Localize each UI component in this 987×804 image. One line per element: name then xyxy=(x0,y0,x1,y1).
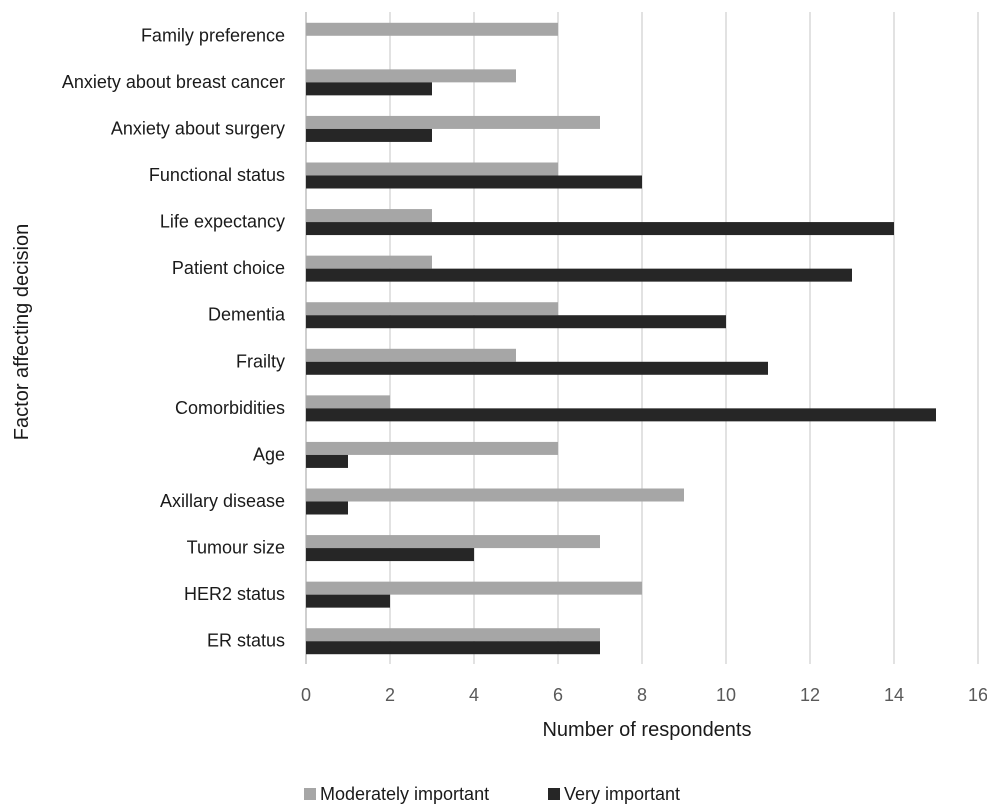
bar-moderately-important xyxy=(306,162,558,176)
category-label: Anxiety about breast cancer xyxy=(62,72,285,92)
bar-moderately-important xyxy=(306,628,600,642)
legend-swatch-moderately-important xyxy=(304,788,316,800)
bar-moderately-important xyxy=(306,255,432,269)
bar-very-important xyxy=(306,175,642,189)
bar-moderately-important xyxy=(306,535,600,549)
bar-very-important xyxy=(306,268,852,282)
x-tick-label: 8 xyxy=(637,685,647,705)
category-label: Axillary disease xyxy=(160,491,285,511)
bar-moderately-important xyxy=(306,115,600,129)
x-axis-title: Number of respondents xyxy=(542,719,751,741)
category-label: Frailty xyxy=(236,351,285,371)
x-tick-label: 10 xyxy=(716,685,736,705)
legend-label-moderately-important: Moderately important xyxy=(320,784,489,804)
x-tick-label: 12 xyxy=(800,685,820,705)
bar-moderately-important xyxy=(306,581,642,595)
gridlines xyxy=(305,12,979,664)
category-label: Tumour size xyxy=(187,538,285,558)
bar-moderately-important xyxy=(306,22,558,36)
category-label: HER2 status xyxy=(184,584,285,604)
x-tick-labels: 0 2 4 6 8 10 12 14 16 xyxy=(301,685,987,705)
bar-moderately-important xyxy=(306,302,558,316)
bar-moderately-important xyxy=(306,441,558,455)
bar-very-important xyxy=(306,594,390,608)
x-tick-label: 14 xyxy=(884,685,904,705)
bar-very-important xyxy=(306,641,600,655)
category-label: Patient choice xyxy=(172,258,285,278)
bars xyxy=(306,22,936,655)
bar-very-important xyxy=(306,501,348,515)
bar-moderately-important xyxy=(306,488,684,502)
bar-very-important xyxy=(306,454,348,468)
bar-very-important xyxy=(306,315,726,329)
category-label: Age xyxy=(253,444,285,464)
category-label: Functional status xyxy=(149,165,285,185)
category-label: Anxiety about surgery xyxy=(111,118,285,138)
bar-moderately-important xyxy=(306,395,390,409)
bar-very-important xyxy=(306,361,768,375)
y-axis-title: Factor affecting decision xyxy=(11,224,33,440)
bar-very-important xyxy=(306,82,432,96)
x-tick-label: 2 xyxy=(385,685,395,705)
bar-moderately-important xyxy=(306,69,516,83)
x-tick-label: 6 xyxy=(553,685,563,705)
legend: Moderately important Very important xyxy=(304,784,680,804)
category-label: Dementia xyxy=(208,305,286,325)
category-label: Comorbidities xyxy=(175,398,285,418)
legend-swatch-very-important xyxy=(548,788,560,800)
x-tick-label: 0 xyxy=(301,685,311,705)
category-label: Life expectancy xyxy=(160,212,285,232)
category-labels: Family preference Anxiety about breast ca… xyxy=(62,25,286,650)
x-tick-label: 4 xyxy=(469,685,479,705)
bar-very-important xyxy=(306,128,432,142)
x-tick-label: 16 xyxy=(968,685,987,705)
bar-very-important xyxy=(306,408,936,422)
legend-label-very-important: Very important xyxy=(564,784,680,804)
bar-moderately-important xyxy=(306,348,516,362)
category-label: Family preference xyxy=(141,25,285,45)
bar-moderately-important xyxy=(306,209,432,223)
category-label: ER status xyxy=(207,631,285,651)
bar-very-important xyxy=(306,548,474,562)
bar-very-important xyxy=(306,222,894,236)
